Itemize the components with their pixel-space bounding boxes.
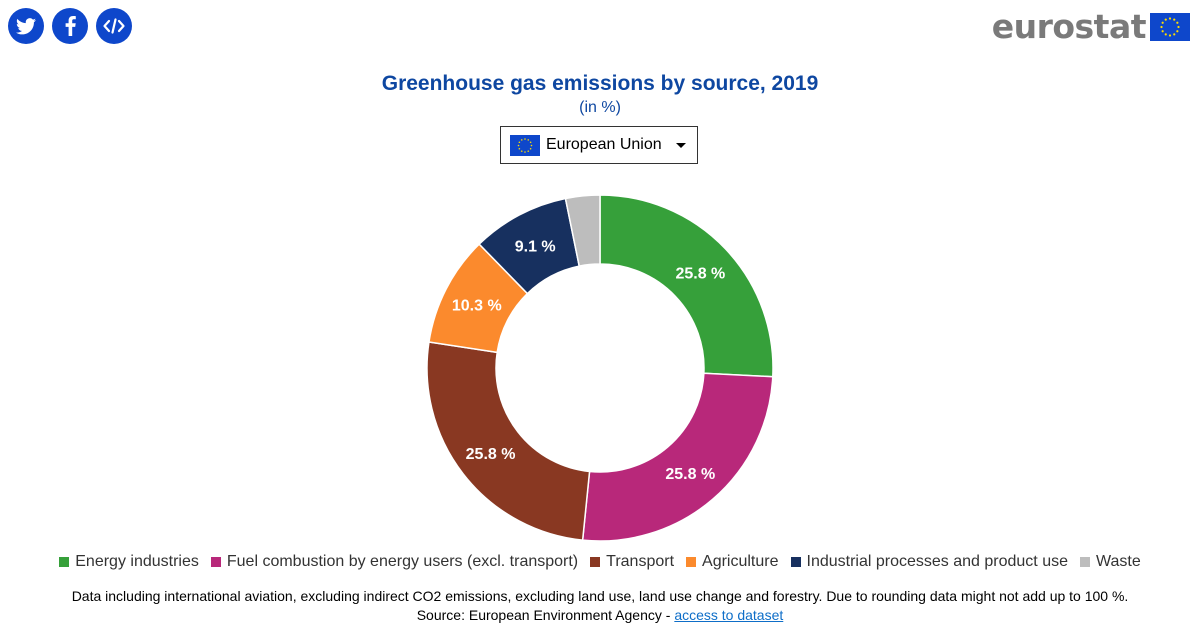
donut-slice[interactable] [599, 194, 774, 378]
geo-selector-dropdown[interactable]: European Union [500, 126, 698, 164]
legend-swatch [590, 557, 601, 567]
flag-star [520, 149, 523, 152]
legend-item[interactable]: Energy industries [59, 553, 199, 571]
legend-swatch [1079, 557, 1090, 567]
embed-code-button[interactable] [96, 8, 132, 44]
legend-item[interactable]: Waste [1079, 553, 1141, 571]
legend-label: Waste [1095, 553, 1141, 570]
flag-star [1168, 33, 1172, 37]
flag-star [529, 140, 532, 143]
facebook-icon [65, 16, 76, 36]
flag-star [1161, 21, 1164, 24]
slice-data-label: 25.8 % [675, 266, 725, 283]
footnote: Data including international aviation, e… [0, 587, 1200, 625]
slice-data-label: 10.3 % [452, 298, 502, 315]
eu-flag-icon [1150, 12, 1190, 41]
flag-star [1173, 18, 1176, 21]
flag-star [1164, 32, 1167, 35]
flag-star [1160, 25, 1163, 28]
legend-label: Fuel combustion by energy users (excl. t… [226, 553, 579, 570]
eurostat-logo: eurostat [992, 10, 1190, 43]
access-dataset-link[interactable]: access to dataset [674, 607, 784, 623]
source-prefix: Source: European Environment Agency - [416, 607, 675, 623]
footnote-note: Data including international aviation, e… [71, 588, 1129, 604]
flag-star [524, 137, 526, 140]
flag-star [1173, 32, 1176, 35]
legend-item[interactable]: Fuel combustion by energy users (excl. t… [210, 553, 579, 571]
chart-legend: Energy industries Fuel combustion by ener… [0, 553, 1200, 571]
legend-item[interactable]: Agriculture [686, 553, 779, 571]
donut-slice[interactable] [426, 341, 591, 541]
legend-item[interactable]: Industrial processes and product use [790, 553, 1068, 571]
code-embed-icon [103, 18, 125, 34]
geo-selector-value: European Union [546, 136, 662, 153]
flag-star [529, 147, 532, 150]
flag-star [518, 140, 521, 143]
flag-star [524, 150, 526, 153]
flag-star [527, 138, 530, 141]
donut-slice[interactable] [581, 372, 774, 542]
slice-data-label: 9.1 % [515, 239, 556, 256]
legend-label: Transport [606, 553, 675, 570]
flag-star [520, 138, 523, 141]
footnote-source: Source: European Environment Agency - ac… [0, 606, 1200, 625]
flag-star [1161, 29, 1164, 32]
chevron-down-icon [675, 142, 686, 148]
flag-star [1176, 29, 1179, 32]
legend-swatch [210, 557, 221, 567]
facebook-share-button[interactable] [52, 8, 88, 44]
legend-label: Industrial processes and product use [806, 553, 1068, 570]
flag-star [527, 149, 530, 152]
logo-text: eurostat [991, 7, 1147, 46]
legend-swatch [59, 557, 70, 567]
chart-title: Greenhouse gas emissions by source, 2019 [381, 72, 819, 95]
donut-slice[interactable] [564, 194, 601, 267]
legend-swatch [790, 557, 801, 567]
flag-star [1176, 21, 1179, 24]
flag-star [530, 144, 533, 146]
slice-data-label: 25.8 % [466, 446, 516, 463]
flag-star [517, 144, 520, 146]
legend-label: Agriculture [702, 553, 779, 570]
flag-star [1168, 16, 1172, 20]
slice-data-label: 25.8 % [665, 466, 715, 483]
twitter-icon [16, 17, 36, 34]
legend-label: Energy industries [75, 553, 199, 570]
eu-flag-icon [510, 134, 540, 156]
flag-star [1177, 25, 1180, 28]
legend-item[interactable]: Transport [590, 553, 674, 571]
chart-subtitle: (in %) [579, 99, 621, 116]
twitter-share-button[interactable] [8, 8, 44, 44]
flag-star [1164, 18, 1167, 21]
flag-star [518, 147, 521, 150]
legend-swatch [686, 557, 697, 567]
share-toolbar [8, 8, 132, 44]
